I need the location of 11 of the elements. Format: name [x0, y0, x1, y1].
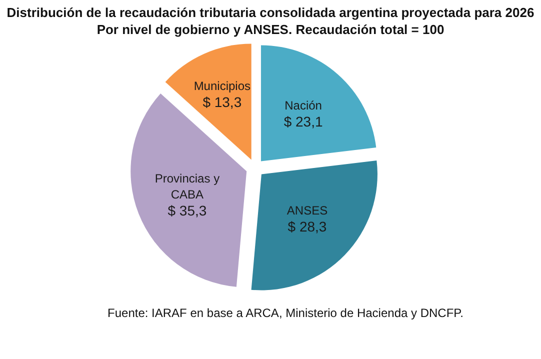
source-note: Fuente: IARAF en base a ARCA, Ministerio de Hacienda y DNCFP.: [106, 306, 464, 320]
data-label: $ 13,3: [202, 94, 242, 110]
data-label: $ 35,3: [168, 202, 207, 219]
chart-title: Distribución de la recaudación tributaria consolidada argentina proyectada para 2026: [6, 4, 536, 21]
slice-label: Nación: [284, 98, 322, 113]
chart-subtitle: Por nivel de gobierno y ANSES. Recaudación total = 100: [96, 21, 446, 38]
slice-label: Provincias y CABA: [154, 172, 220, 202]
slice-label: ANSES: [286, 204, 328, 218]
data-label: $ 28,3: [288, 218, 327, 235]
slice-label: Municipios: [194, 79, 251, 94]
data-label: $ 23,1: [284, 114, 323, 130]
